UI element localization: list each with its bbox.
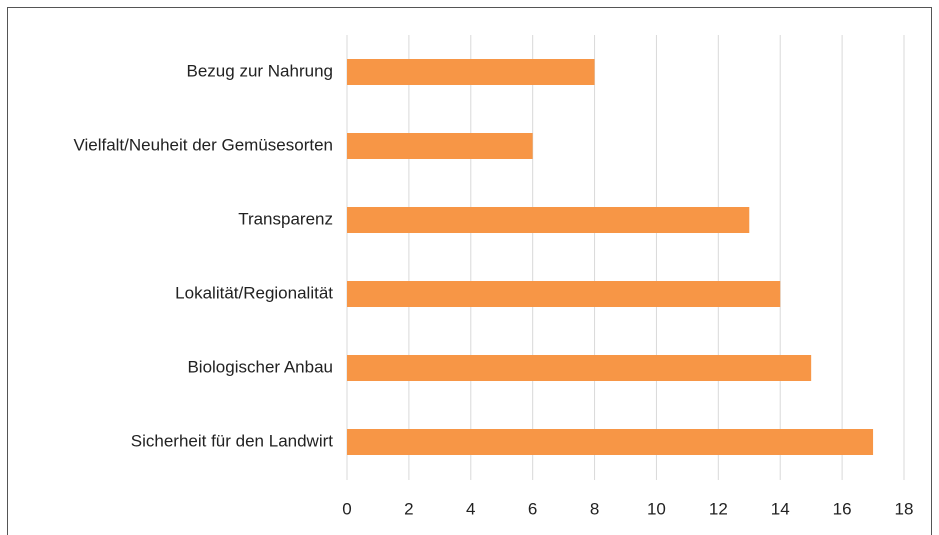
x-tick-label: 14 [771,499,790,518]
y-tick-label: Bezug zur Nahrung [187,61,333,80]
y-tick-label: Sicherheit für den Landwirt [131,431,334,450]
x-tick-label: 4 [466,499,475,518]
x-tick-label: 18 [895,499,914,518]
y-tick-label: Biologischer Anbau [187,357,333,376]
bar [347,429,874,455]
y-tick-label: Vielfalt/Neuheit der Gemüsesorten [73,135,333,154]
bar [347,281,781,307]
x-tick-label: 8 [590,499,599,518]
chart-frame [7,7,932,535]
y-tick-label: Lokalität/Regionalität [175,283,333,302]
bar [347,355,812,381]
x-tick-label: 0 [342,499,351,518]
x-tick-label: 6 [528,499,537,518]
x-tick-label: 2 [404,499,413,518]
bar [347,59,595,85]
x-tick-label: 16 [833,499,852,518]
bar [347,207,750,233]
y-tick-label: Transparenz [238,209,333,228]
x-tick-label: 12 [709,499,728,518]
x-tick-label: 10 [647,499,666,518]
bar [347,133,533,159]
